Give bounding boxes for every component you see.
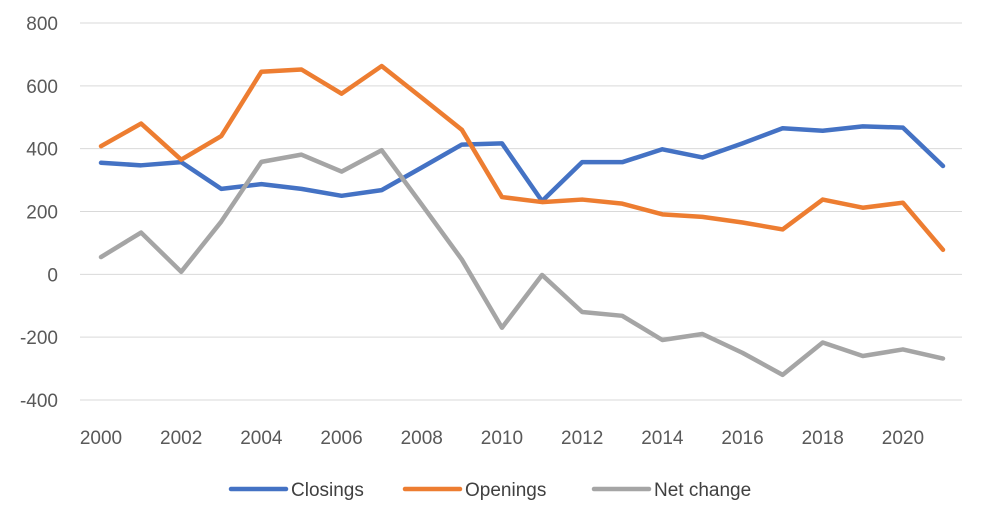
y-tick-label: 800 — [26, 14, 58, 35]
x-tick-label: 2006 — [320, 428, 362, 449]
x-tick-label: 2016 — [721, 428, 763, 449]
series-lines — [98, 63, 946, 378]
y-tick-label: -200 — [20, 328, 58, 349]
series-line-net-change — [98, 147, 946, 378]
y-tick-label: 200 — [26, 203, 58, 224]
x-tick-label: 2004 — [240, 428, 283, 449]
y-tick-label: -400 — [20, 391, 58, 412]
y-tick-label: 600 — [26, 77, 58, 98]
x-tick-label: 2018 — [802, 428, 844, 449]
legend-item-closings: Closings — [228, 480, 364, 501]
legend-label: Closings — [291, 480, 364, 501]
y-axis-ticks: 800 600 400 200 0 -200 -400 — [20, 14, 58, 412]
legend: Closings Openings Net change — [228, 480, 751, 501]
y-tick-label: 0 — [47, 265, 58, 286]
x-tick-label: 2000 — [80, 428, 122, 449]
x-axis-ticks: 2000 2002 2004 2006 2008 2010 2012 2014 2016 2018… — [80, 428, 924, 449]
y-tick-label: 400 — [26, 140, 58, 161]
legend-label: Openings — [465, 480, 546, 501]
x-tick-label: 2002 — [160, 428, 202, 449]
legend-item-net-change: Net change — [591, 480, 751, 501]
series-line-closings — [98, 124, 946, 204]
x-tick-label: 2020 — [882, 428, 924, 449]
legend-label: Net change — [654, 480, 751, 501]
x-tick-label: 2010 — [481, 428, 523, 449]
x-tick-label: 2012 — [561, 428, 603, 449]
series-line-openings — [98, 63, 946, 253]
legend-item-openings: Openings — [402, 480, 546, 501]
x-tick-label: 2008 — [401, 428, 443, 449]
x-tick-label: 2014 — [641, 428, 684, 449]
